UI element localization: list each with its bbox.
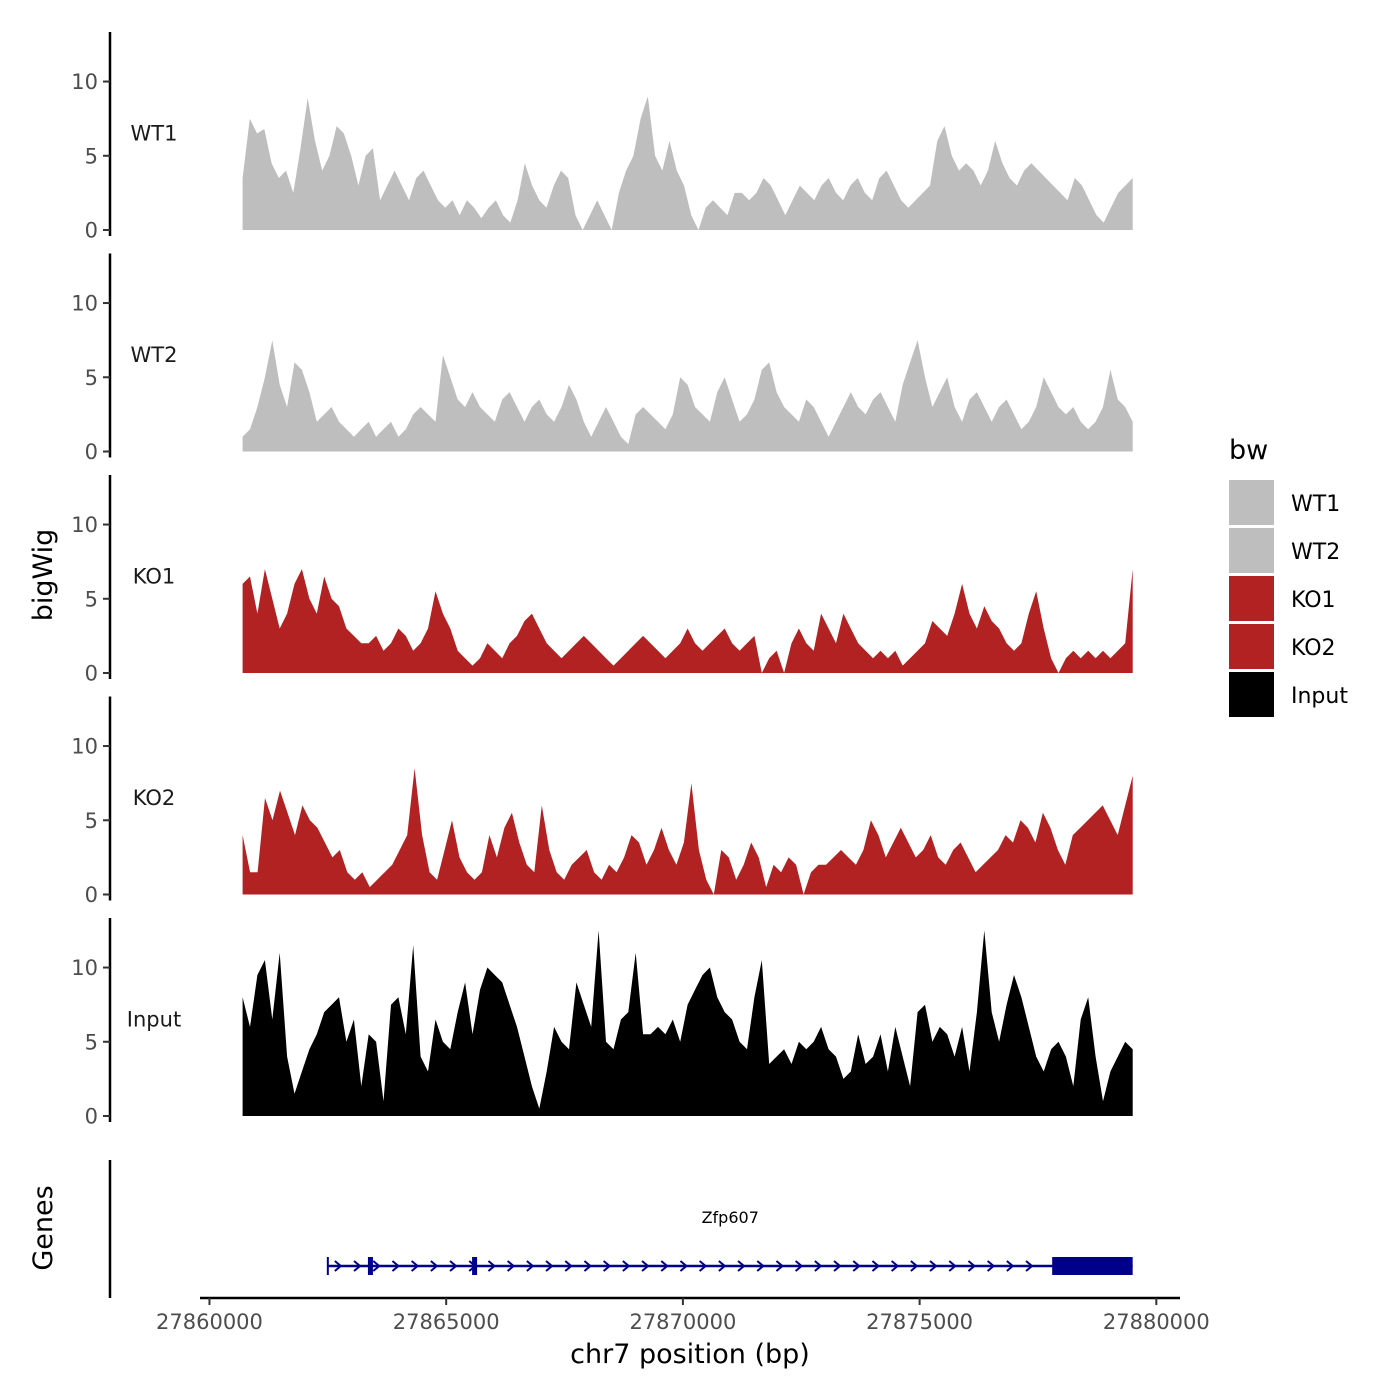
legend-swatch-KO1: [1229, 576, 1274, 621]
legend-swatch-Input: [1229, 672, 1274, 717]
legend-label: KO2: [1291, 636, 1336, 661]
y-tick-label: 10: [71, 956, 98, 980]
track-label: KO1: [133, 565, 176, 589]
legend-label: Input: [1291, 684, 1348, 709]
x-tick-label: 27860000: [156, 1310, 263, 1334]
legend-label: WT1: [1291, 492, 1340, 517]
gene-exon: [368, 1257, 373, 1275]
track-label: KO2: [133, 786, 176, 810]
genome-track-chart: 0 5 10 WT1 0 5 10 WT2 0 5 10 KO1 0 5 10 KO2 0 5 10 Input Zf…: [0, 0, 1400, 1400]
y-tick-label: 0: [85, 883, 98, 907]
track-KO2: 0 5 10 KO2: [71, 697, 1132, 908]
x-tick-label: 27865000: [393, 1310, 500, 1334]
gene-utr-block: [1052, 1257, 1132, 1275]
track-KO1: 0 5 10 KO1: [71, 475, 1132, 686]
genes-axis-title: Genes: [28, 1185, 59, 1270]
legend-title: bw: [1229, 435, 1268, 466]
gene-label: Zfp607: [702, 1208, 759, 1227]
y-tick-label: 5: [85, 587, 98, 611]
x-tick-label: 27875000: [866, 1310, 973, 1334]
signal-area-WT1: [243, 96, 1133, 230]
legend-swatch-WT2: [1229, 528, 1274, 573]
y-tick-label: 0: [85, 440, 98, 464]
y-tick-label: 5: [85, 809, 98, 833]
track-Input: 0 5 10 Input: [71, 918, 1132, 1129]
y-tick-label: 10: [71, 735, 98, 759]
gene-exon: [472, 1257, 477, 1275]
signal-area-KO1: [243, 569, 1133, 673]
x-tick-label: 27870000: [629, 1310, 736, 1334]
signal-area-Input: [243, 930, 1133, 1116]
y-tick-label: 0: [85, 662, 98, 686]
y-tick-label: 5: [85, 144, 98, 168]
y-tick-label: 10: [71, 70, 98, 94]
track-WT2: 0 5 10 WT2: [71, 254, 1132, 465]
signal-area-WT2: [243, 340, 1133, 451]
track-label: Input: [127, 1008, 181, 1032]
x-tick-label: 27880000: [1103, 1310, 1210, 1334]
y-tick-label: 10: [71, 513, 98, 537]
y-tick-label: 5: [85, 366, 98, 390]
y-tick-label: 10: [71, 292, 98, 316]
track-label: WT1: [131, 122, 178, 146]
x-axis-title: chr7 position (bp): [570, 1339, 810, 1370]
genes-track: Zfp607: [110, 1160, 1133, 1298]
signal-tracks: 0 5 10 WT1 0 5 10 WT2 0 5 10 KO1 0 5 10 KO2 0 5 10 Input: [71, 32, 1132, 1129]
x-axis: 27860000 27865000 27870000 27875000 27880000: [156, 1298, 1210, 1334]
track-label: WT2: [131, 343, 178, 367]
track-WT1: 0 5 10 WT1: [71, 32, 1132, 243]
y-tick-label: 5: [85, 1030, 98, 1054]
legend-swatch-WT1: [1229, 480, 1274, 525]
legend-label: KO1: [1291, 588, 1336, 613]
legend-label: WT2: [1291, 540, 1340, 565]
y-tick-label: 0: [85, 1105, 98, 1129]
y-tick-label: 0: [85, 219, 98, 243]
legend-swatch-KO2: [1229, 624, 1274, 669]
legend: bw WT1 WT2 KO1 KO2 Input: [1229, 435, 1348, 717]
y-axis-title: bigWig: [28, 529, 59, 622]
signal-area-KO2: [243, 768, 1133, 894]
